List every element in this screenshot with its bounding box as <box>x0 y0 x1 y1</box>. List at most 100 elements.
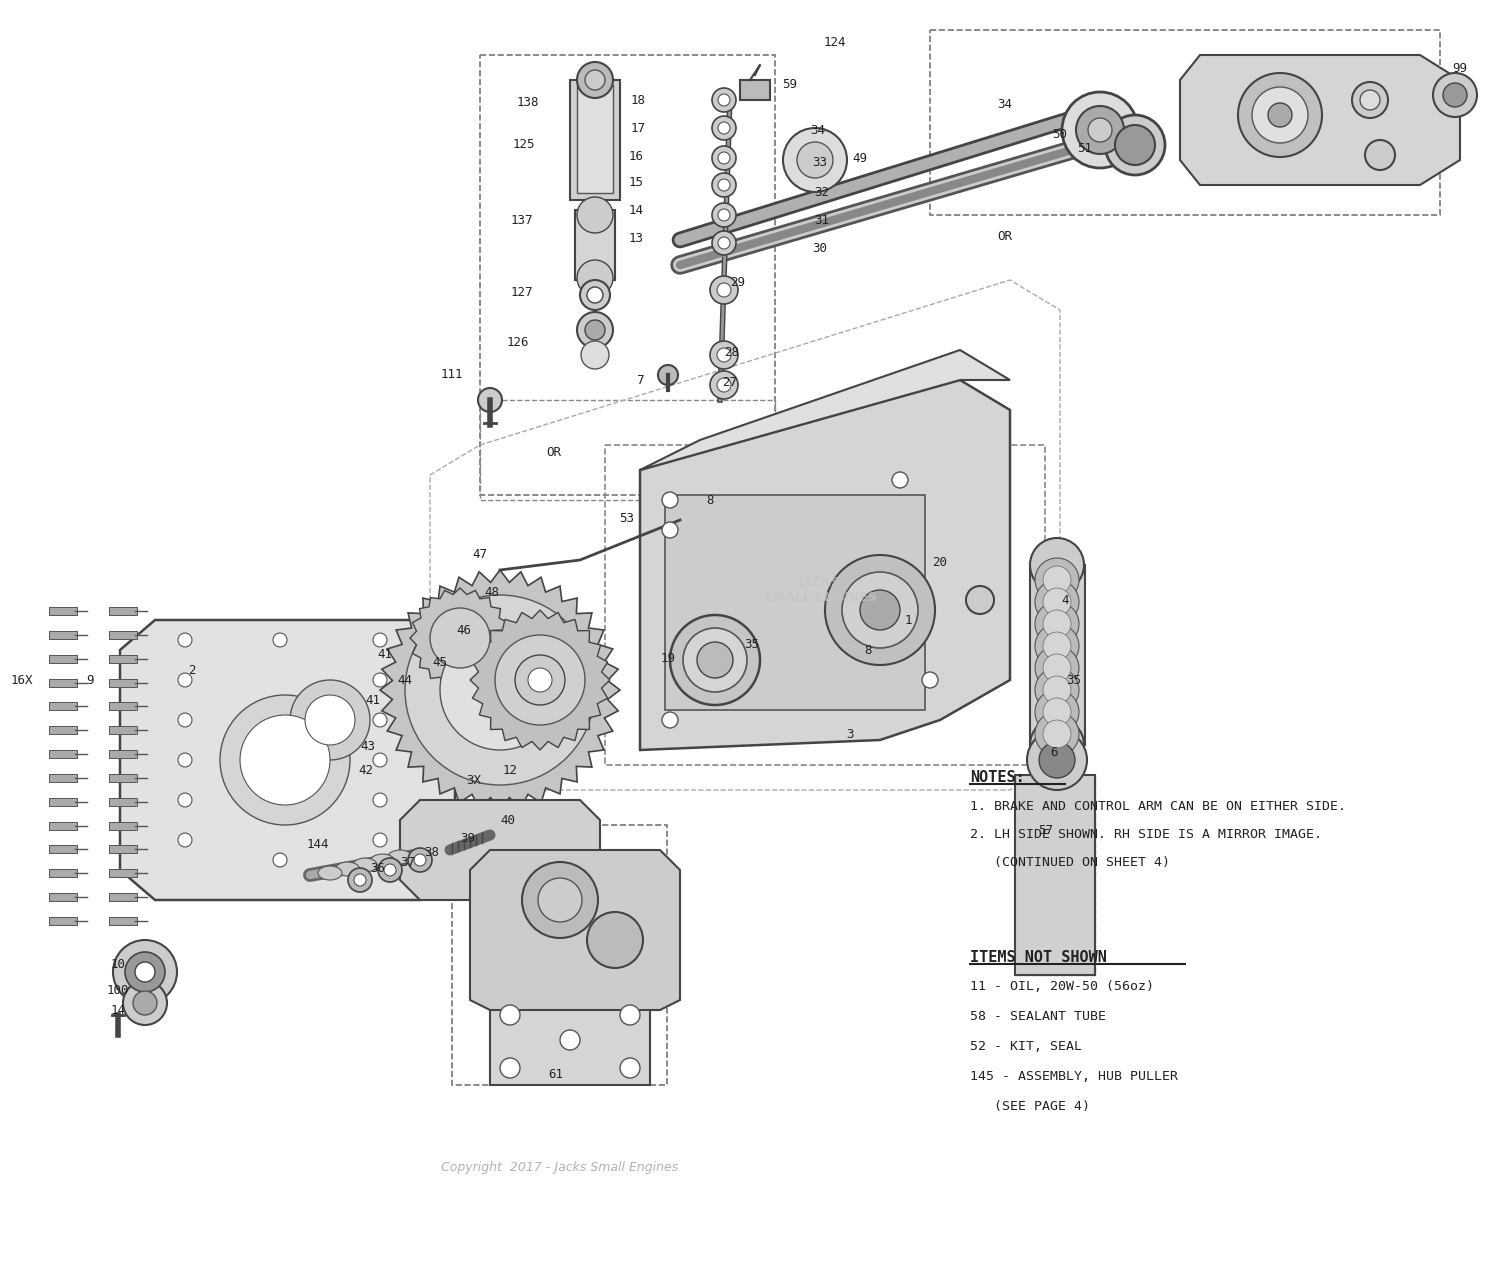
Circle shape <box>1028 730 1088 791</box>
Circle shape <box>718 94 730 106</box>
Circle shape <box>384 864 396 875</box>
Circle shape <box>662 712 678 729</box>
Text: 52 - KIT, SEAL: 52 - KIT, SEAL <box>970 1040 1082 1053</box>
Bar <box>50 845 76 854</box>
Text: 126: 126 <box>507 337 530 350</box>
Circle shape <box>1042 588 1071 616</box>
Circle shape <box>514 655 566 704</box>
Text: JACKS
SMALL ENGINES: JACKS SMALL ENGINES <box>764 576 876 604</box>
Circle shape <box>538 878 582 922</box>
Circle shape <box>124 952 165 992</box>
Bar <box>1016 775 1095 976</box>
Circle shape <box>1035 602 1078 646</box>
Circle shape <box>522 862 599 938</box>
Bar <box>110 655 136 663</box>
Circle shape <box>560 1030 580 1050</box>
Text: 2: 2 <box>189 664 195 677</box>
Circle shape <box>620 1058 640 1078</box>
Circle shape <box>585 321 604 340</box>
Circle shape <box>1268 103 1292 127</box>
Bar <box>110 750 136 758</box>
Bar <box>110 845 136 854</box>
Bar <box>480 54 776 495</box>
Text: 11 - OIL, 20W-50 (56oz): 11 - OIL, 20W-50 (56oz) <box>970 979 1154 993</box>
Text: 31: 31 <box>815 214 830 227</box>
Bar <box>110 631 136 639</box>
Circle shape <box>134 991 158 1015</box>
Circle shape <box>414 854 426 867</box>
Circle shape <box>478 388 502 412</box>
Bar <box>50 726 76 735</box>
Text: 6: 6 <box>1050 745 1058 759</box>
Circle shape <box>500 1058 520 1078</box>
Text: 30: 30 <box>813 242 828 255</box>
Text: 145 - ASSEMBLY, HUB PULLER: 145 - ASSEMBLY, HUB PULLER <box>970 1071 1178 1083</box>
Circle shape <box>123 981 166 1025</box>
Circle shape <box>842 571 918 647</box>
Text: 41: 41 <box>378 649 393 661</box>
Circle shape <box>783 128 847 193</box>
Text: 10: 10 <box>111 958 126 971</box>
Text: 16X: 16X <box>10 674 33 687</box>
Bar <box>452 825 668 1085</box>
Circle shape <box>662 522 678 538</box>
Text: 51: 51 <box>1077 142 1092 155</box>
Bar <box>1030 565 1084 745</box>
Circle shape <box>712 174 736 196</box>
Circle shape <box>354 874 366 886</box>
Text: 39: 39 <box>460 831 476 845</box>
Text: ITEMS NOT SHOWN: ITEMS NOT SHOWN <box>970 950 1107 965</box>
Circle shape <box>712 231 736 255</box>
Text: 53: 53 <box>620 512 634 525</box>
Bar <box>480 400 776 500</box>
Bar <box>740 80 770 100</box>
Circle shape <box>1088 118 1112 142</box>
Text: 8: 8 <box>706 494 714 507</box>
Text: 35: 35 <box>744 639 759 651</box>
Bar <box>50 774 76 782</box>
Circle shape <box>374 793 387 807</box>
Circle shape <box>1042 677 1071 704</box>
Circle shape <box>1035 557 1078 602</box>
Bar <box>930 30 1440 215</box>
Circle shape <box>578 260 614 296</box>
Circle shape <box>273 634 286 647</box>
Circle shape <box>718 152 730 163</box>
Text: (SEE PAGE 4): (SEE PAGE 4) <box>970 1100 1090 1112</box>
Circle shape <box>178 793 192 807</box>
Polygon shape <box>1180 54 1460 185</box>
Bar <box>490 1000 650 1085</box>
Text: 61: 61 <box>549 1068 564 1082</box>
Polygon shape <box>640 380 1010 750</box>
Circle shape <box>922 672 938 688</box>
Polygon shape <box>120 620 454 900</box>
Circle shape <box>1076 106 1124 155</box>
Bar <box>50 893 76 901</box>
Bar <box>578 85 614 193</box>
Text: 45: 45 <box>432 655 447 669</box>
Circle shape <box>710 276 738 304</box>
Text: 27: 27 <box>723 376 738 389</box>
Circle shape <box>1360 90 1380 110</box>
Circle shape <box>220 696 350 825</box>
Circle shape <box>1252 87 1308 143</box>
Bar <box>110 774 136 782</box>
Bar <box>50 798 76 806</box>
Text: 29: 29 <box>730 276 746 289</box>
Circle shape <box>718 237 730 250</box>
Circle shape <box>304 696 355 745</box>
Text: 3X: 3X <box>466 773 482 787</box>
Text: 16: 16 <box>628 150 644 162</box>
Circle shape <box>440 630 560 750</box>
Circle shape <box>1238 73 1322 157</box>
Circle shape <box>1035 691 1078 734</box>
Bar <box>50 917 76 925</box>
Text: 20: 20 <box>933 555 948 569</box>
Bar <box>604 445 1046 765</box>
Bar <box>50 821 76 830</box>
Ellipse shape <box>370 854 394 868</box>
Text: 40: 40 <box>501 813 516 826</box>
Text: 19: 19 <box>660 651 675 664</box>
Text: 137: 137 <box>510 214 534 227</box>
Circle shape <box>796 142 832 177</box>
